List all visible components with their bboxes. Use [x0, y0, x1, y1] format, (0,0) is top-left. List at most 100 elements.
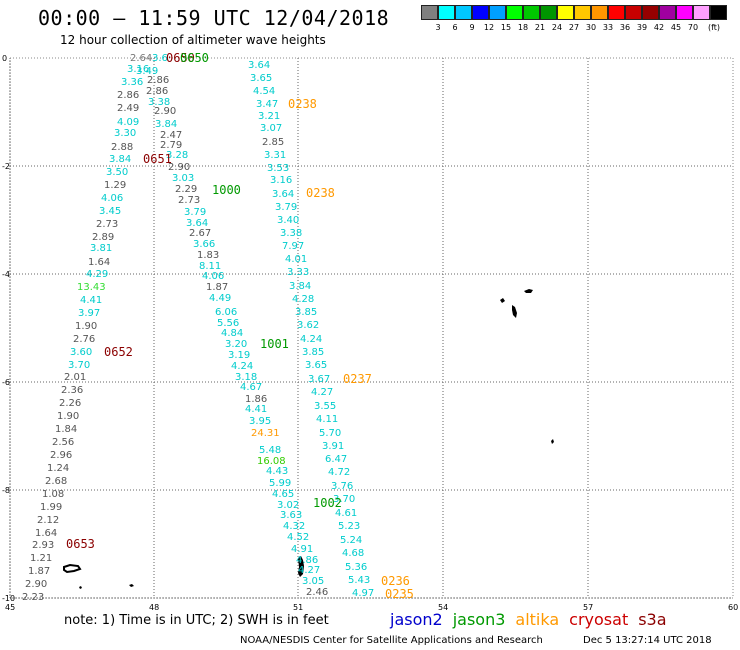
x-tick-label: 45 [5, 603, 15, 612]
wave-height-value: 16.08 [257, 456, 286, 467]
wave-height-value: 3.18 [235, 372, 257, 383]
scale-label: 39 [636, 23, 648, 32]
scale-label: 36 [619, 23, 631, 32]
wave-height-value: 3.02 [277, 500, 299, 511]
wave-height-value: 3.6 [152, 53, 168, 64]
wave-height-value: 2.36 [61, 385, 83, 396]
wave-height-value: 3.84 [289, 281, 311, 292]
wave-height-value: 7.97 [282, 241, 304, 252]
wave-height-value: 3.85 [302, 347, 324, 358]
wave-height-value: 1.21 [30, 553, 52, 564]
wave-height-value: 5.56 [217, 318, 239, 329]
scale-swatch [591, 5, 608, 20]
wave-height-value: 4.06 [101, 193, 123, 204]
wave-height-value: 3.62 [297, 320, 319, 331]
wave-height-value: 2.73 [178, 195, 200, 206]
wave-height-value: 3.97 [78, 308, 100, 319]
wave-height-value: 24.31 [251, 428, 280, 439]
wave-height-value: 2.49 [117, 103, 139, 114]
legend-entry: cryosat [569, 610, 629, 629]
wave-height-value: 3.63 [280, 510, 302, 521]
wave-height-value: 3.16 [127, 64, 149, 75]
x-tick-label: 51 [293, 603, 303, 612]
wave-height-value: 4.29 [86, 269, 108, 280]
wave-height-value: 2.56 [52, 437, 74, 448]
wave-height-value: 2.93 [32, 540, 54, 551]
wave-height-value: 3.38 [280, 228, 302, 239]
wave-height-value: 3.64 [248, 60, 270, 71]
wave-height-value: 6.47 [325, 454, 347, 465]
wave-height-value: 3.60 [70, 347, 92, 358]
pass-time-label: 1001 [260, 337, 289, 351]
scale-swatch [421, 5, 438, 20]
wave-height-value: 1.90 [75, 321, 97, 332]
wave-height-value: 3.30 [114, 128, 136, 139]
wave-height-value: 4.91 [291, 544, 313, 555]
wave-height-value: 3.65 [250, 73, 272, 84]
wave-height-value: 2.46 [306, 587, 328, 598]
island-shape [79, 586, 82, 589]
wave-height-value: 4.24 [300, 334, 322, 345]
pass-time-label: 0650 [180, 51, 209, 65]
wave-height-value: 1.83 [197, 250, 219, 261]
wave-height-value: 3.31 [264, 150, 286, 161]
wave-height-value: 3.20 [225, 339, 247, 350]
wave-height-value: 1.87 [206, 282, 228, 293]
scale-label: 70 [687, 23, 699, 32]
wave-height-value: 1.90 [57, 411, 79, 422]
wave-height-value: 8.11 [199, 261, 221, 272]
wave-height-value: 2.96 [50, 450, 72, 461]
pass-time-label: 1000 [212, 183, 241, 197]
wave-height-value: 2.79 [160, 140, 182, 151]
legend-entry: jason3 [452, 610, 506, 629]
wave-height-value: 4.32 [283, 521, 305, 532]
scale-swatch [472, 5, 489, 20]
wave-height-value: 4.28 [292, 294, 314, 305]
wave-height-value: 4.24 [231, 361, 253, 372]
wave-height-value: 3.40 [277, 215, 299, 226]
y-tick-label: -2 [2, 162, 10, 171]
credit-text: NOAA/NESDIS Center for Satellite Applica… [240, 635, 543, 646]
wave-height-value: 5.24 [340, 535, 362, 546]
wave-height-value: 3.21 [258, 111, 280, 122]
pass-time-label: 0650 [166, 51, 195, 65]
wave-height-value: 3.36 [121, 77, 143, 88]
scale-swatch [608, 5, 625, 20]
wave-height-value: 4.84 [221, 328, 243, 339]
wave-height-value: 5.23 [338, 521, 360, 532]
pass-time-label: 1002 [313, 496, 342, 510]
pass-time-label: 0236 [381, 574, 410, 588]
wave-height-values: 2.64 3.63.163.493.36 2.862.86 2.863.382.49 2… [22, 53, 374, 603]
island-shape [551, 439, 554, 444]
wave-height-value: 5.99 [269, 478, 291, 489]
island-shape [524, 289, 533, 293]
wave-height-value: 3.38 [148, 97, 170, 108]
wave-height-value: 2.68 [45, 476, 67, 487]
y-tick-label: -8 [2, 486, 10, 495]
wave-height-value: 5.43 [348, 575, 370, 586]
scale-swatch [540, 5, 557, 20]
wave-height-value: 4.01 [285, 254, 307, 265]
scale-label: 3 [435, 23, 441, 32]
graticule-grid [9, 57, 734, 599]
wave-height-value: 1.08 [42, 489, 64, 500]
scale-label: 45 [670, 23, 682, 32]
scale-swatch [574, 5, 591, 20]
wave-height-value: 1.29 [104, 180, 126, 191]
color-scale: 3 6 9 12 15 18 21 24 27 30 33 36 39 42 45 70 (ft) [421, 5, 727, 33]
pass-time-label: 0238 [306, 186, 335, 200]
wave-height-value: 3.19 [228, 350, 250, 361]
scale-label: 30 [585, 23, 597, 32]
wave-height-value: 2.67 [189, 228, 211, 239]
wave-height-value: 3.50 [106, 167, 128, 178]
x-tick-label: 60 [728, 603, 738, 612]
wave-height-value: 3.45 [99, 206, 121, 217]
scale-label: 9 [469, 23, 475, 32]
scale-unit: (ft) [707, 23, 721, 32]
wave-height-value: 2.29 [175, 184, 197, 195]
wave-height-value: 3.81 [90, 243, 112, 254]
satellite-legend: jason2 jason3 altika cryosat s3a [390, 610, 677, 629]
wave-height-value: 1.87 [28, 566, 50, 577]
